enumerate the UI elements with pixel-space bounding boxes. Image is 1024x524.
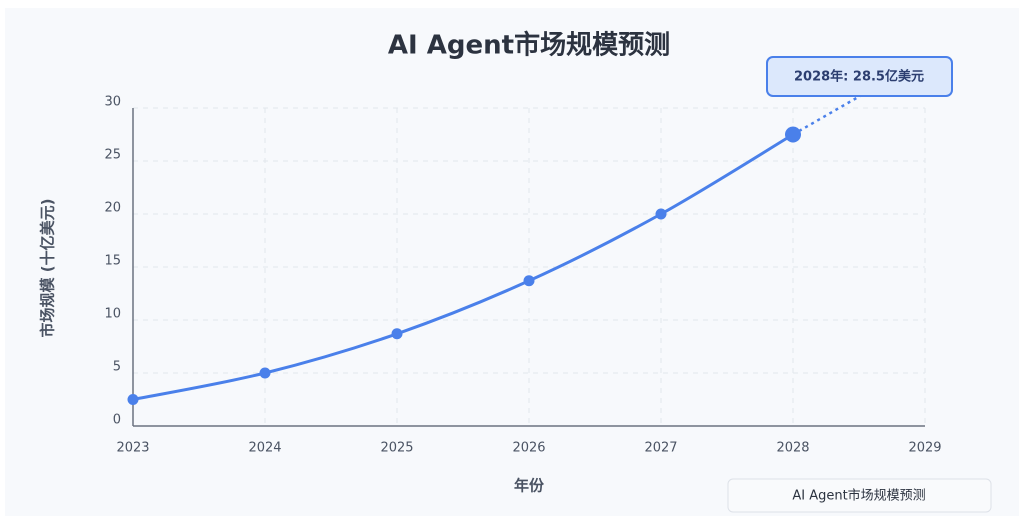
y-tick-label: 25: [104, 148, 121, 163]
point: [259, 367, 271, 379]
point: [655, 208, 667, 220]
y-tick-label: 10: [104, 307, 121, 322]
x-tick-label: 2025: [380, 441, 413, 456]
y-tick-label: 20: [104, 201, 121, 216]
point: [127, 394, 139, 405]
x-tick-label: 2027: [644, 441, 677, 456]
y-axis-title: 市场规模 (十亿美元): [39, 199, 57, 338]
projection-line: [792, 94, 861, 136]
x-axis-title: 年份: [514, 477, 545, 495]
legend: [727, 478, 992, 513]
marks: [127, 94, 861, 405]
y-tick-label: 15: [104, 254, 121, 269]
line: [132, 133, 794, 401]
x-tick-label: 2029: [908, 441, 941, 456]
annotation-box: [766, 56, 953, 97]
y-tick-label: 30: [104, 95, 121, 110]
x-tick-label: 2026: [512, 441, 545, 456]
chart-title: AI Agent市场规模预测: [388, 30, 670, 61]
point: [523, 275, 535, 287]
point: [391, 328, 403, 340]
y-tick-label: 5: [113, 360, 121, 375]
x-tick-label: 2024: [248, 441, 281, 456]
x-tick-label: 2028: [776, 441, 809, 456]
annotation: 2028年: 28.5亿美元: [794, 69, 924, 85]
point: [785, 126, 801, 143]
y-tick-label: 0: [113, 413, 121, 428]
legend-label: AI Agent市场规模预测: [792, 488, 925, 504]
x-tick-label: 2023: [116, 441, 149, 456]
